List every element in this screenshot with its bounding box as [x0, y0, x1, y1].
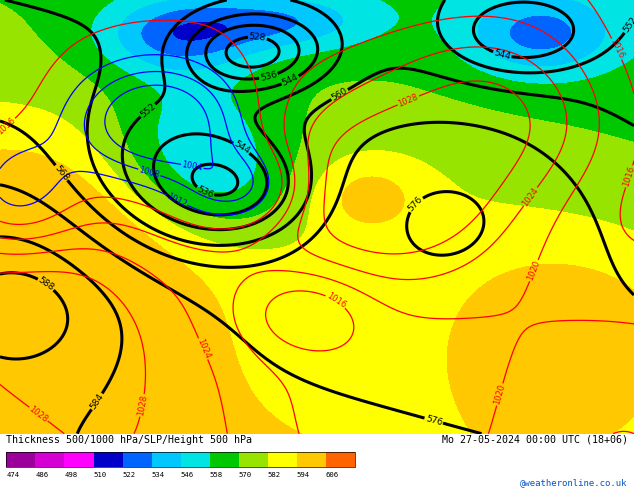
- Text: 1020: 1020: [526, 259, 542, 282]
- Text: 486: 486: [36, 472, 49, 478]
- Text: 1016: 1016: [325, 292, 347, 311]
- Text: 510: 510: [94, 472, 107, 478]
- Bar: [94, 452, 122, 467]
- Text: 546: 546: [181, 472, 194, 478]
- Bar: [239, 452, 268, 467]
- Text: 1028: 1028: [397, 92, 420, 109]
- Text: 522: 522: [122, 472, 136, 478]
- Text: 474: 474: [6, 472, 20, 478]
- Bar: [36, 452, 65, 467]
- Text: 536: 536: [259, 70, 278, 83]
- Bar: [6, 452, 36, 467]
- Text: 552: 552: [621, 15, 634, 35]
- Bar: [268, 452, 297, 467]
- Text: 534: 534: [152, 472, 165, 478]
- Text: 570: 570: [239, 472, 252, 478]
- Text: 544: 544: [232, 140, 251, 156]
- Text: 1016: 1016: [622, 165, 634, 188]
- Bar: [181, 452, 210, 467]
- Text: 594: 594: [297, 472, 310, 478]
- Bar: [65, 452, 94, 467]
- Text: 558: 558: [210, 472, 223, 478]
- Text: 1028: 1028: [27, 404, 49, 424]
- Text: 528: 528: [249, 32, 266, 42]
- Text: 544: 544: [281, 73, 300, 88]
- Text: 576: 576: [406, 195, 425, 214]
- Bar: [122, 452, 152, 467]
- Bar: [6, 452, 355, 467]
- Text: Mo 27-05-2024 00:00 UTC (18+06): Mo 27-05-2024 00:00 UTC (18+06): [442, 435, 628, 445]
- Text: 606: 606: [326, 472, 339, 478]
- Text: Thickness 500/1000 hPa/SLP/Height 500 hPa: Thickness 500/1000 hPa/SLP/Height 500 hP…: [6, 435, 252, 445]
- Text: 544: 544: [493, 48, 512, 61]
- Bar: [326, 452, 355, 467]
- Text: 560: 560: [330, 86, 349, 103]
- Text: 1024: 1024: [521, 186, 540, 208]
- Bar: [297, 452, 326, 467]
- Text: 588: 588: [36, 275, 56, 293]
- Text: @weatheronline.co.uk: @weatheronline.co.uk: [520, 478, 628, 487]
- Text: 536: 536: [195, 185, 215, 200]
- Text: 1008: 1008: [138, 165, 161, 180]
- Text: 582: 582: [268, 472, 281, 478]
- Text: 584: 584: [88, 392, 105, 411]
- Text: 1020: 1020: [493, 383, 507, 406]
- Text: 1016: 1016: [608, 37, 625, 60]
- Text: 1004: 1004: [181, 160, 204, 172]
- Text: 1016: 1016: [0, 116, 17, 136]
- Text: 498: 498: [65, 472, 77, 478]
- Text: 576: 576: [424, 414, 443, 427]
- Text: 1024: 1024: [195, 338, 212, 360]
- Bar: [210, 452, 239, 467]
- Text: 568: 568: [53, 163, 70, 182]
- Bar: [152, 452, 181, 467]
- Text: 1028: 1028: [136, 394, 149, 416]
- Text: 1012: 1012: [165, 191, 188, 209]
- Text: 552: 552: [138, 101, 157, 119]
